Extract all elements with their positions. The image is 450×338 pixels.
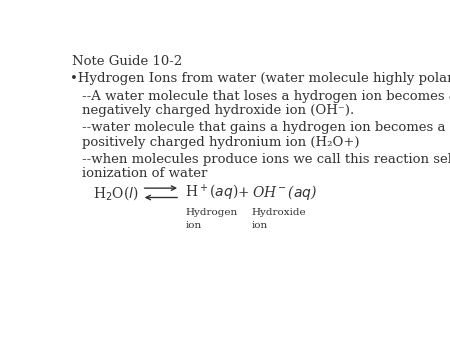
Text: ion: ion — [185, 221, 202, 231]
Text: +: + — [238, 186, 249, 200]
Text: positively charged hydronium ion (H₂O+): positively charged hydronium ion (H₂O+) — [82, 136, 360, 149]
Text: Hydroxide: Hydroxide — [252, 209, 306, 217]
Text: OH$^-$($aq$): OH$^-$($aq$) — [252, 183, 317, 202]
Text: Hydrogen: Hydrogen — [185, 209, 238, 217]
Text: Note Guide 10-2: Note Guide 10-2 — [72, 55, 182, 68]
Text: ionization of water: ionization of water — [82, 167, 208, 180]
Text: --water molecule that gains a hydrogen ion becomes a: --water molecule that gains a hydrogen i… — [82, 121, 446, 134]
Text: •Hydrogen Ions from water (water molecule highly polar): •Hydrogen Ions from water (water molecul… — [69, 72, 450, 85]
Text: H$^+$($aq$): H$^+$($aq$) — [185, 183, 239, 203]
Text: H$_2$O($l$): H$_2$O($l$) — [93, 184, 139, 202]
Text: negatively charged hydroxide ion (OH⁻).: negatively charged hydroxide ion (OH⁻). — [82, 104, 355, 117]
Text: ion: ion — [252, 221, 268, 231]
Text: --A water molecule that loses a hydrogen ion becomes a: --A water molecule that loses a hydrogen… — [82, 90, 450, 103]
Text: --when molecules produce ions we call this reaction self-: --when molecules produce ions we call th… — [82, 153, 450, 166]
